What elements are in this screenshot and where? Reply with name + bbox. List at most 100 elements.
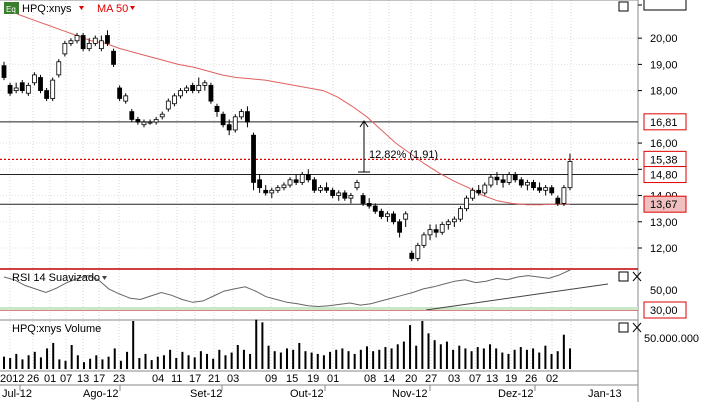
candle-body	[141, 121, 147, 126]
ma-label[interactable]: MA 50	[97, 3, 128, 15]
candle-body	[135, 119, 141, 123]
volume-bar	[513, 349, 516, 369]
candle-body	[360, 195, 366, 204]
price-level-label: 16,81	[650, 117, 678, 129]
rsi-tick-label: 30,00	[650, 305, 678, 317]
candle-body	[202, 82, 208, 86]
volume-bar	[335, 349, 338, 369]
candle-body	[476, 189, 482, 194]
volume-title: HPQ:xnys Volume	[12, 323, 101, 335]
candle-body	[105, 35, 110, 44]
candle-body	[92, 37, 98, 44]
rsi-close-icon[interactable]	[632, 271, 642, 282]
volume-maximize-icon[interactable]	[618, 322, 629, 333]
candle-body	[32, 74, 37, 84]
volume-bar	[316, 353, 319, 369]
candle-body	[172, 95, 177, 105]
candle-body	[311, 179, 317, 191]
volume-bar	[52, 342, 55, 369]
rsi-maximize-icon[interactable]	[618, 271, 629, 282]
volume-bar	[119, 360, 122, 369]
candle-body	[324, 187, 329, 191]
candles	[1, 30, 573, 262]
day-label: 01	[44, 373, 56, 385]
candle-body	[287, 179, 293, 186]
candle-body	[391, 213, 396, 223]
candle-body	[232, 116, 238, 131]
day-label: 2012	[0, 373, 24, 385]
volume-bar	[261, 322, 264, 369]
day-label: 15	[286, 373, 298, 385]
day-label: 21	[208, 373, 220, 385]
volume-bar	[415, 345, 418, 369]
candle-body	[129, 111, 135, 120]
candle-body	[409, 252, 415, 259]
volume-bar	[384, 347, 387, 369]
day-label: 13	[486, 373, 498, 385]
maximize-icon[interactable]	[618, 1, 629, 12]
candle-body	[263, 189, 269, 194]
candle-body	[561, 187, 567, 204]
candle-body	[458, 208, 463, 220]
price-level-label: 14,80	[650, 170, 678, 182]
day-label: 19	[307, 373, 319, 385]
volume-bar	[433, 340, 436, 369]
price-level-box[interactable]	[643, 195, 687, 213]
measurement-tool[interactable]: 12,82% (1,91)	[358, 120, 438, 173]
volume-bar	[396, 344, 399, 369]
candle-body	[281, 184, 287, 189]
volume-bar	[9, 358, 12, 369]
candle-body	[537, 187, 542, 191]
symbol-label[interactable]: HPQ:xnys	[22, 3, 72, 15]
volume-bar	[286, 348, 288, 369]
volume-bar	[538, 352, 541, 369]
candle-body	[220, 113, 226, 126]
volume-tick-label: 50.000.000	[644, 333, 699, 345]
candle-body	[415, 244, 421, 259]
candle-body	[299, 174, 305, 183]
day-label: 14	[383, 373, 395, 385]
rsi-dropdown-icon[interactable]	[102, 276, 107, 280]
price-level-box[interactable]	[643, 166, 687, 184]
rsi-title: RSI 14 Suavizado	[12, 272, 100, 284]
ma-dropdown-icon[interactable]	[130, 6, 135, 10]
candle-body	[512, 174, 518, 181]
volume-bar	[322, 355, 325, 369]
candle-body	[464, 197, 469, 210]
volume-bar	[236, 345, 239, 369]
candle-body	[543, 187, 549, 191]
candle-body	[257, 179, 263, 189]
candle-body	[25, 84, 31, 94]
volume-bar	[562, 334, 565, 369]
volume-bar	[199, 351, 202, 369]
candle-body	[147, 121, 153, 124]
candle-body	[7, 84, 13, 94]
volume-bar	[107, 356, 110, 369]
volume-bar	[138, 358, 141, 369]
day-label: 07	[469, 373, 481, 385]
volume-bar	[372, 351, 375, 369]
candle-body	[293, 179, 299, 183]
volume-bar	[58, 359, 61, 369]
price-level-box[interactable]	[643, 113, 687, 131]
symbol-dropdown-icon[interactable]	[79, 6, 84, 10]
volume-bar	[224, 355, 227, 369]
candle-body	[506, 174, 512, 183]
volume-bars	[3, 319, 571, 369]
volume-close-icon[interactable]	[632, 322, 642, 333]
equity-badge	[4, 2, 19, 14]
price-panel: 12,82% (1,91) Eq HPQ:xnys MA 50 21,3420,…	[0, 0, 687, 402]
candle-body	[159, 113, 165, 118]
volume-bar	[458, 345, 461, 369]
candle-body	[196, 84, 202, 92]
day-label: 20	[405, 373, 417, 385]
time-axis: 2012 26 01 07 13 17 23 04 11 17 21 03 09 15 19 01 08 14 20…	[0, 370, 638, 400]
price-level-label: 13,67	[650, 199, 678, 211]
volume-bar	[64, 360, 67, 369]
candle-body	[56, 61, 62, 76]
volume-bar	[304, 351, 307, 369]
candle-body	[208, 84, 214, 102]
candle-body	[488, 176, 494, 186]
volume-bar	[421, 321, 424, 369]
candle-body	[524, 182, 530, 186]
